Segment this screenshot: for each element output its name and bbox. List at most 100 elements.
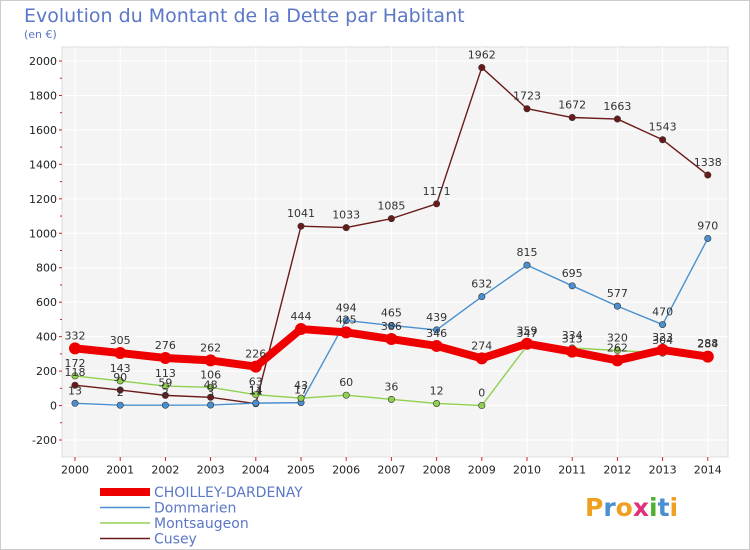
data-point xyxy=(659,136,667,144)
data-point xyxy=(116,401,124,409)
data-label: 118 xyxy=(65,366,86,379)
data-point xyxy=(387,321,395,329)
data-label: 439 xyxy=(426,311,447,324)
data-point xyxy=(613,346,621,354)
data-point xyxy=(204,354,217,367)
logo-letter: i xyxy=(649,493,658,522)
data-label: 36 xyxy=(384,380,398,393)
x-tick-label: 2011 xyxy=(558,464,586,477)
y-tick-label: 1600 xyxy=(29,124,57,137)
data-point xyxy=(207,401,215,409)
data-label: 262 xyxy=(607,341,628,354)
data-point xyxy=(252,391,260,399)
data-label: 359 xyxy=(517,325,538,338)
data-label: 320 xyxy=(607,331,628,344)
y-tick-label: 200 xyxy=(36,365,57,378)
x-tick-label: 2001 xyxy=(106,464,134,477)
data-label: 113 xyxy=(155,367,176,380)
data-point xyxy=(159,351,172,364)
data-label: 106 xyxy=(200,368,221,381)
data-label: 59 xyxy=(158,376,172,389)
data-point xyxy=(430,339,443,352)
data-point xyxy=(71,399,79,407)
data-point xyxy=(478,64,486,72)
data-point xyxy=(71,381,79,389)
data-label: 305 xyxy=(110,334,131,347)
data-point xyxy=(69,342,81,355)
data-label: 288 xyxy=(697,337,718,350)
logo-letter: o xyxy=(616,493,633,522)
data-label: 444 xyxy=(291,310,312,323)
data-label: 1672 xyxy=(558,99,586,112)
data-point xyxy=(704,234,712,242)
data-label: 346 xyxy=(426,327,447,340)
data-label: 284 xyxy=(697,338,718,351)
data-label: 425 xyxy=(336,313,357,326)
y-tick-label: 1800 xyxy=(29,89,57,102)
x-tick-label: 2008 xyxy=(423,464,451,477)
data-point xyxy=(613,302,621,310)
data-label: 0 xyxy=(478,387,485,400)
data-point xyxy=(523,261,531,269)
data-label: 1033 xyxy=(332,209,360,222)
data-label: 48 xyxy=(204,378,218,391)
data-label: 2 xyxy=(162,386,169,399)
data-point xyxy=(252,399,260,407)
y-tick-label: 1400 xyxy=(29,158,57,171)
data-point xyxy=(478,293,486,301)
data-point xyxy=(611,354,624,367)
data-label: 13 xyxy=(68,384,82,397)
data-point xyxy=(297,222,305,230)
x-tick-label: 2005 xyxy=(287,464,315,477)
data-point xyxy=(701,350,714,363)
x-tick-label: 2009 xyxy=(468,464,496,477)
data-label: 1085 xyxy=(377,200,405,213)
x-tick-label: 2012 xyxy=(603,464,631,477)
data-point xyxy=(659,321,667,329)
x-tick-label: 2014 xyxy=(694,464,722,477)
data-point xyxy=(568,282,576,290)
y-tick-label: -200 xyxy=(32,434,57,447)
legend-label: Montsaugeon xyxy=(154,516,249,532)
data-point xyxy=(207,383,215,391)
x-tick-label: 2002 xyxy=(151,464,179,477)
data-label: 274 xyxy=(471,339,492,352)
data-label: 313 xyxy=(562,333,583,346)
data-point xyxy=(116,386,124,394)
data-label: 1663 xyxy=(603,100,631,113)
x-tick-label: 2003 xyxy=(197,464,225,477)
data-label: 465 xyxy=(381,306,402,319)
logo-letter: x xyxy=(633,493,649,522)
data-point xyxy=(433,200,441,208)
y-tick-label: 1200 xyxy=(29,193,57,206)
data-point xyxy=(342,391,350,399)
data-point xyxy=(116,377,124,385)
data-label: 1171 xyxy=(423,185,451,198)
data-label: 334 xyxy=(562,329,583,342)
legend-label: CHOILLEY-DARDENAY xyxy=(154,485,303,501)
y-tick-label: 600 xyxy=(36,296,57,309)
legend-label: Dommarien xyxy=(154,501,236,517)
x-tick-label: 2007 xyxy=(377,464,405,477)
data-label: 470 xyxy=(652,306,673,319)
data-point xyxy=(475,352,488,365)
data-label: 632 xyxy=(471,278,492,291)
data-point xyxy=(114,347,127,360)
x-tick-label: 2006 xyxy=(332,464,360,477)
data-label: 1723 xyxy=(513,90,541,103)
x-tick-label: 2000 xyxy=(61,464,89,477)
data-label: 143 xyxy=(110,362,131,375)
data-label: 323 xyxy=(652,331,673,344)
data-label: 63 xyxy=(249,376,263,389)
data-point xyxy=(297,394,305,402)
data-label: 262 xyxy=(200,341,221,354)
data-label: 3 xyxy=(207,386,214,399)
data-label: 11 xyxy=(249,385,263,398)
x-tick-label: 2010 xyxy=(513,464,541,477)
data-label: 2 xyxy=(117,386,124,399)
data-point xyxy=(249,360,262,373)
data-label: 347 xyxy=(517,327,538,340)
data-label: 14 xyxy=(249,384,263,397)
